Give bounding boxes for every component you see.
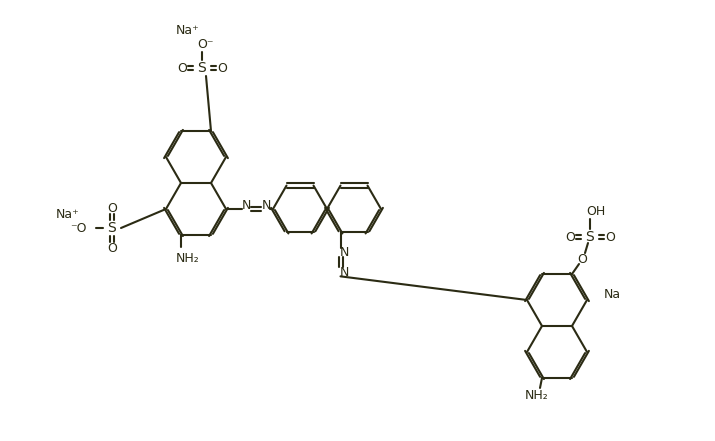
Text: S: S <box>586 230 594 244</box>
Text: N: N <box>340 266 349 279</box>
Text: O: O <box>605 231 615 243</box>
Text: O: O <box>577 253 587 265</box>
Text: ⁻O: ⁻O <box>71 221 87 235</box>
Text: N: N <box>242 199 251 213</box>
Text: O: O <box>107 202 117 214</box>
Text: O: O <box>565 231 575 243</box>
Text: S: S <box>197 61 207 75</box>
Text: O⁻: O⁻ <box>198 37 214 51</box>
Text: N: N <box>340 246 349 259</box>
Text: S: S <box>108 221 117 235</box>
Text: Na⁺: Na⁺ <box>56 208 80 220</box>
Text: O: O <box>177 61 187 75</box>
Text: OH: OH <box>586 205 606 217</box>
Text: NH₂: NH₂ <box>176 252 200 265</box>
Text: Na: Na <box>603 288 621 302</box>
Text: N: N <box>261 199 271 213</box>
Text: O: O <box>107 242 117 254</box>
Text: O: O <box>217 61 227 75</box>
Text: NH₂: NH₂ <box>525 389 549 403</box>
Text: Na⁺: Na⁺ <box>176 23 200 37</box>
